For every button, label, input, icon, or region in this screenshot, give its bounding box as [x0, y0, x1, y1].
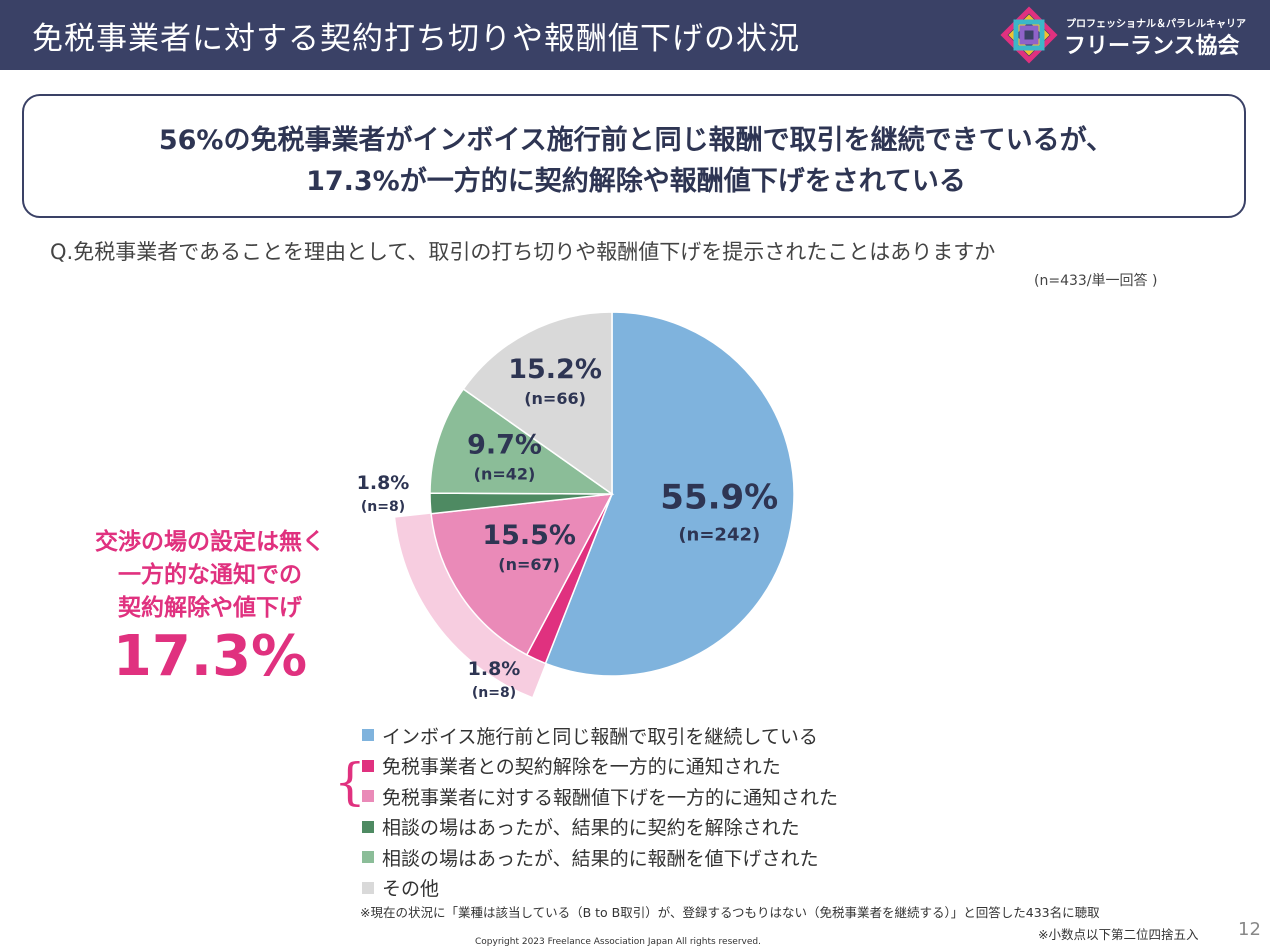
- logo-name: フリーランス協会: [1064, 34, 1240, 59]
- legend-label: その他: [382, 878, 440, 901]
- rounding-note: ※小数点以下第二位四捨五入: [1038, 927, 1199, 942]
- callout-line-2: 一方的な通知での: [118, 562, 302, 588]
- legend-label: 相談の場はあったが、結果的に報酬を値下げされた: [382, 847, 819, 870]
- legend-item: 相談の場はあったが、結果的に報酬を値下げされた: [362, 842, 838, 873]
- legend-swatch: [362, 790, 374, 803]
- legend-item: 相談の場はあったが、結果的に契約を解除された: [362, 812, 838, 843]
- slice-count-label: (n=8): [472, 685, 516, 701]
- legend-item: その他: [362, 873, 838, 904]
- slice-count-label: (n=66): [524, 389, 586, 408]
- legend-swatch: [362, 729, 374, 742]
- survey-question: Q.免税事業者であることを理由として、取引の打ち切りや報酬値下げを提示されたこと…: [50, 240, 996, 264]
- slice-percent-label: 55.9%: [660, 477, 778, 517]
- footnote: ※現在の状況に「業種は該当している（B to B取引）が、登録するつもりはない（…: [360, 905, 1100, 920]
- slice-percent-label: 1.8%: [357, 472, 410, 494]
- legend-swatch: [362, 851, 374, 864]
- legend-brace-icon: {: [334, 753, 366, 811]
- slice-count-label: (n=8): [361, 499, 405, 515]
- pie-slice-2: [430, 493, 614, 656]
- callout-line-1: 交渉の場の設定は無く: [95, 529, 325, 555]
- sample-note: (n=433/単一回答 ): [1034, 273, 1158, 289]
- slice-count-label: (n=42): [474, 464, 536, 483]
- headline-box: 56%の免税事業者がインボイス施行前と同じ報酬で取引を継続できているが、 17.…: [22, 94, 1246, 218]
- chart-legend: インボイス施行前と同じ報酬で取引を継続している 免税事業者との契約解除を一方的に通…: [362, 720, 838, 903]
- legend-swatch: [362, 820, 374, 833]
- legend-label: 免税事業者に対する報酬値下げを一方的に通知された: [382, 786, 839, 809]
- page-title: 免税事業者に対する契約打ち切りや報酬値下げの状況: [32, 21, 800, 57]
- highlight-callout: 交渉の場の設定は無く 一方的な通知での 契約解除や値下げ 17.3%: [40, 526, 380, 689]
- slice-percent-label: 1.8%: [468, 658, 521, 680]
- pie-slice-0: [544, 311, 795, 677]
- slice-percent-label: 9.7%: [467, 430, 542, 461]
- legend-item: 免税事業者に対する報酬値下げを一方的に通知された: [362, 781, 838, 812]
- legend-label: インボイス施行前と同じ報酬で取引を継続している: [382, 725, 818, 748]
- pie-slice-4: [429, 387, 615, 495]
- callout-line-3: 契約解除や値下げ: [118, 595, 302, 621]
- header-bar: 免税事業者に対する契約打ち切りや報酬値下げの状況 プロフェッショナル＆パラレルキ…: [0, 0, 1270, 70]
- copyright: Copyright 2023 Freelance Association Jap…: [475, 937, 761, 947]
- slice-count-label: (n=242): [678, 525, 760, 546]
- legend-swatch: [362, 759, 374, 772]
- legend-item: インボイス施行前と同じ報酬で取引を継続している: [362, 720, 838, 751]
- callout-value: 17.3%: [112, 624, 308, 689]
- legend-item: 免税事業者との契約解除を一方的に通知された: [362, 751, 838, 782]
- legend-swatch: [362, 881, 374, 894]
- headline-line-2: 17.3%が一方的に契約解除や報酬値下げをされている: [306, 166, 966, 197]
- association-logo-icon: [1000, 6, 1058, 64]
- legend-label: 相談の場はあったが、結果的に契約を解除された: [382, 817, 800, 840]
- headline-line-1: 56%の免税事業者がインボイス施行前と同じ報酬で取引を継続できているが、: [158, 125, 1114, 156]
- slice-percent-label: 15.5%: [482, 520, 576, 551]
- legend-label: 免税事業者との契約解除を一方的に通知された: [382, 756, 781, 779]
- pie-slice-5: [462, 311, 613, 496]
- slice-count-label: (n=67): [498, 555, 560, 574]
- slice-percent-label: 15.2%: [508, 354, 602, 385]
- page-number: 12: [1238, 919, 1261, 940]
- logo-subtitle: プロフェッショナル＆パラレルキャリア: [1066, 19, 1246, 30]
